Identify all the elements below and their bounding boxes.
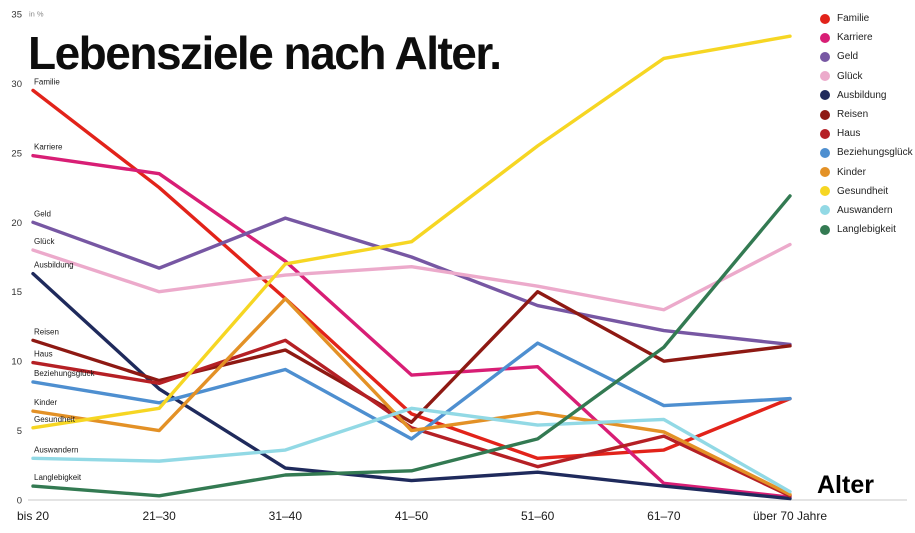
legend: Familie Karriere Geld Glück Ausbildung Reisen… [820, 9, 915, 239]
series-start-label-langlebigkeit: Langlebigkeit [34, 473, 82, 482]
legend-dot-auswandern [820, 205, 830, 216]
chart-title: Lebensziele nach Alter. [28, 27, 502, 79]
series-line-langlebigkeit [31, 194, 792, 498]
x-tick-label: 41–50 [395, 509, 429, 523]
legend-dot-geld [820, 51, 830, 62]
legend-label-reisen: Reisen [837, 109, 869, 121]
legend-label-beziehungsgluck: Beziehungsglück [837, 147, 913, 159]
legend-dot-kinder [820, 167, 830, 178]
legend-dot-beziehungsgluck [820, 147, 830, 158]
legend-item-gluck: Glück [820, 67, 915, 86]
legend-label-gesundheit: Gesundheit [837, 185, 889, 197]
legend-label-haus: Haus [837, 128, 861, 140]
legend-label-familie: Familie [837, 13, 870, 25]
y-tick-label: 10 [11, 357, 22, 368]
legend-item-karriere: Karriere [820, 28, 915, 47]
legend-dot-langlebigkeit [820, 224, 830, 235]
series-line-geld [31, 216, 792, 347]
series-start-label-karriere: Karriere [34, 143, 63, 152]
legend-item-geld: Geld [820, 47, 915, 66]
legend-item-kinder: Kinder [820, 163, 915, 182]
legend-item-reisen: Reisen [820, 105, 915, 124]
series-start-label-haus: Haus [34, 350, 53, 359]
legend-label-ausbildung: Ausbildung [837, 89, 887, 101]
legend-item-auswandern: Auswandern [820, 201, 915, 220]
legend-dot-reisen [820, 109, 830, 120]
x-tick-label: 31–40 [269, 509, 303, 523]
series-start-label-gluck: Glück [34, 237, 55, 246]
series-start-label-beziehungsgluck: Beziehungsglück [34, 369, 95, 378]
y-tick-label: 20 [11, 218, 22, 229]
series-line-ausbildung [31, 271, 792, 501]
legend-label-kinder: Kinder [837, 166, 866, 178]
series-line-karriere [31, 153, 792, 499]
legend-label-karriere: Karriere [837, 32, 873, 44]
x-axis-title: Alter [817, 471, 874, 499]
legend-item-haus: Haus [820, 124, 915, 143]
series-line-gesundheit [31, 34, 792, 430]
legend-label-gluck: Glück [837, 70, 863, 82]
legend-dot-karriere [820, 32, 830, 43]
series-line-beziehungsgluck [31, 341, 792, 441]
series-line-haus [31, 338, 792, 498]
x-tick-label: bis 20 [17, 509, 49, 523]
series-start-label-geld: Geld [34, 209, 51, 218]
series-start-label-gesundheit: Gesundheit [34, 415, 76, 424]
series-start-label-auswandern: Auswandern [34, 445, 78, 454]
series-line-familie [31, 88, 792, 461]
y-tick-label: 35 [11, 10, 22, 21]
x-tick-label: 61–70 [647, 509, 681, 523]
legend-item-beziehungsgluck: Beziehungsglück [820, 143, 915, 162]
legend-label-auswandern: Auswandern [837, 204, 893, 216]
y-tick-label: 5 [17, 426, 22, 437]
legend-item-ausbildung: Ausbildung [820, 86, 915, 105]
legend-item-gesundheit: Gesundheit [820, 182, 915, 201]
legend-dot-familie [820, 13, 830, 24]
legend-label-langlebigkeit: Langlebigkeit [837, 224, 896, 236]
series-start-label-ausbildung: Ausbildung [34, 261, 74, 270]
series-line-kinder [31, 296, 792, 497]
x-tick-label: 51–60 [521, 509, 555, 523]
y-tick-label: 30 [11, 79, 22, 90]
series-start-label-familie: Familie [34, 77, 60, 86]
legend-item-familie: Familie [820, 9, 915, 28]
legend-label-geld: Geld [837, 51, 859, 63]
x-tick-label: 21–30 [142, 509, 176, 523]
y-axis-unit-label: in % [29, 10, 44, 19]
legend-dot-ausbildung [820, 90, 830, 101]
series-line-gluck [31, 242, 792, 312]
series-line-reisen [31, 290, 792, 424]
y-tick-label: 15 [11, 287, 22, 298]
legend-dot-haus [820, 128, 830, 139]
y-tick-label: 0 [17, 496, 22, 507]
series-start-label-kinder: Kinder [34, 398, 57, 407]
legend-item-langlebigkeit: Langlebigkeit [820, 220, 915, 239]
series-line-auswandern [31, 406, 792, 494]
x-tick-label: über 70 Jahre [753, 509, 827, 523]
series-start-label-reisen: Reisen [34, 327, 59, 336]
y-tick-label: 25 [11, 148, 22, 159]
legend-dot-gluck [820, 71, 830, 82]
legend-dot-gesundheit [820, 186, 830, 197]
